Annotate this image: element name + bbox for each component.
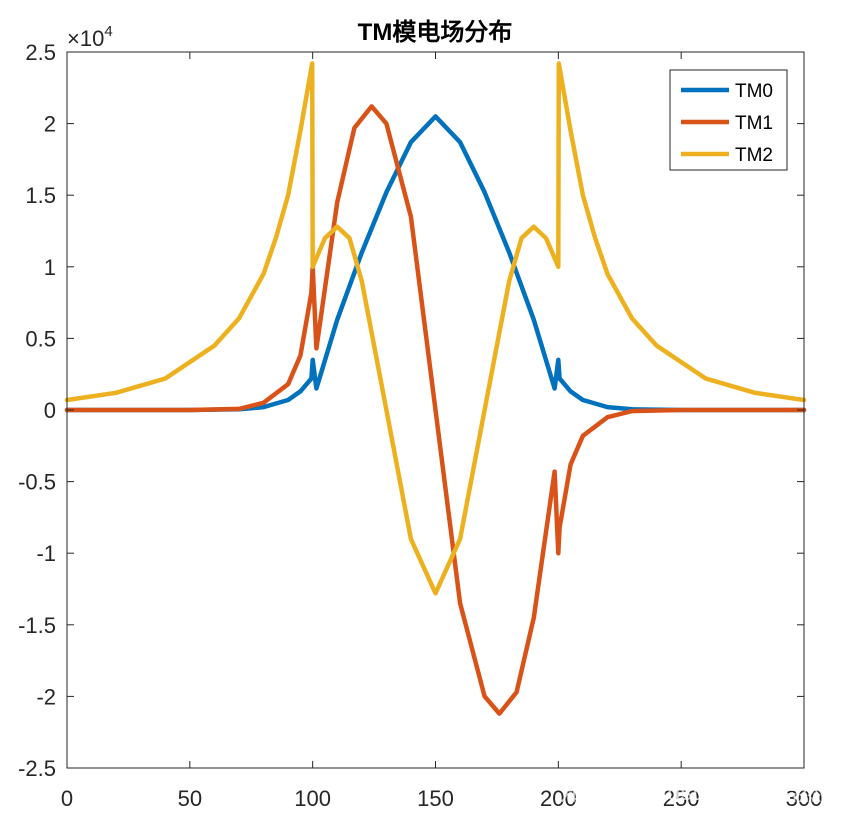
x-axis: 0 50 100 150 200 250 300 [61, 52, 822, 811]
y-tick-label: -1 [36, 541, 56, 566]
legend-items: TM0 TM1 TM2 [681, 81, 773, 166]
chart-title: TM模电场分布 [358, 18, 513, 46]
x-tick-label: 200 [540, 786, 577, 811]
y-tick-label: 2.5 [25, 40, 56, 65]
y-tick-label: 2 [44, 112, 56, 137]
y-axis: -2.5 -2 -1.5 -1 -0.5 0 0.5 1 1.5 2 2.5 [18, 40, 804, 781]
y-tick-label: -2 [36, 684, 56, 709]
x-tick-label: 250 [663, 786, 700, 811]
x-tick-label: 100 [294, 786, 331, 811]
legend-label-tm1: TM1 [735, 113, 773, 134]
series-line-tm1 [64, 104, 807, 716]
legend-label-tm2: TM2 [735, 145, 773, 166]
legend-label-tm0: TM0 [735, 81, 773, 102]
x-tick-label: 150 [417, 786, 454, 811]
y-tick-label: -2.5 [18, 756, 56, 781]
y-tick-label: 1 [44, 255, 56, 280]
series-layer [64, 61, 807, 716]
x-tick-label: 0 [61, 786, 73, 811]
legend: TM0 TM1 TM2 [669, 69, 788, 171]
x-tick-label: 50 [178, 786, 202, 811]
y-tick-label: 0 [44, 398, 56, 423]
y-exponent-label: ×104 [67, 23, 113, 51]
y-tick-label: 1.5 [25, 183, 56, 208]
watermark: 知乎 @Faust.Cao马浩然 [560, 779, 822, 806]
series-line-tm2 [64, 61, 807, 596]
y-tick-label: -0.5 [18, 470, 56, 495]
y-tick-label: 0.5 [25, 326, 56, 351]
y-tick-label: -1.5 [18, 613, 56, 638]
series-line-tm0 [64, 114, 807, 413]
x-tick-label: 300 [786, 786, 823, 811]
